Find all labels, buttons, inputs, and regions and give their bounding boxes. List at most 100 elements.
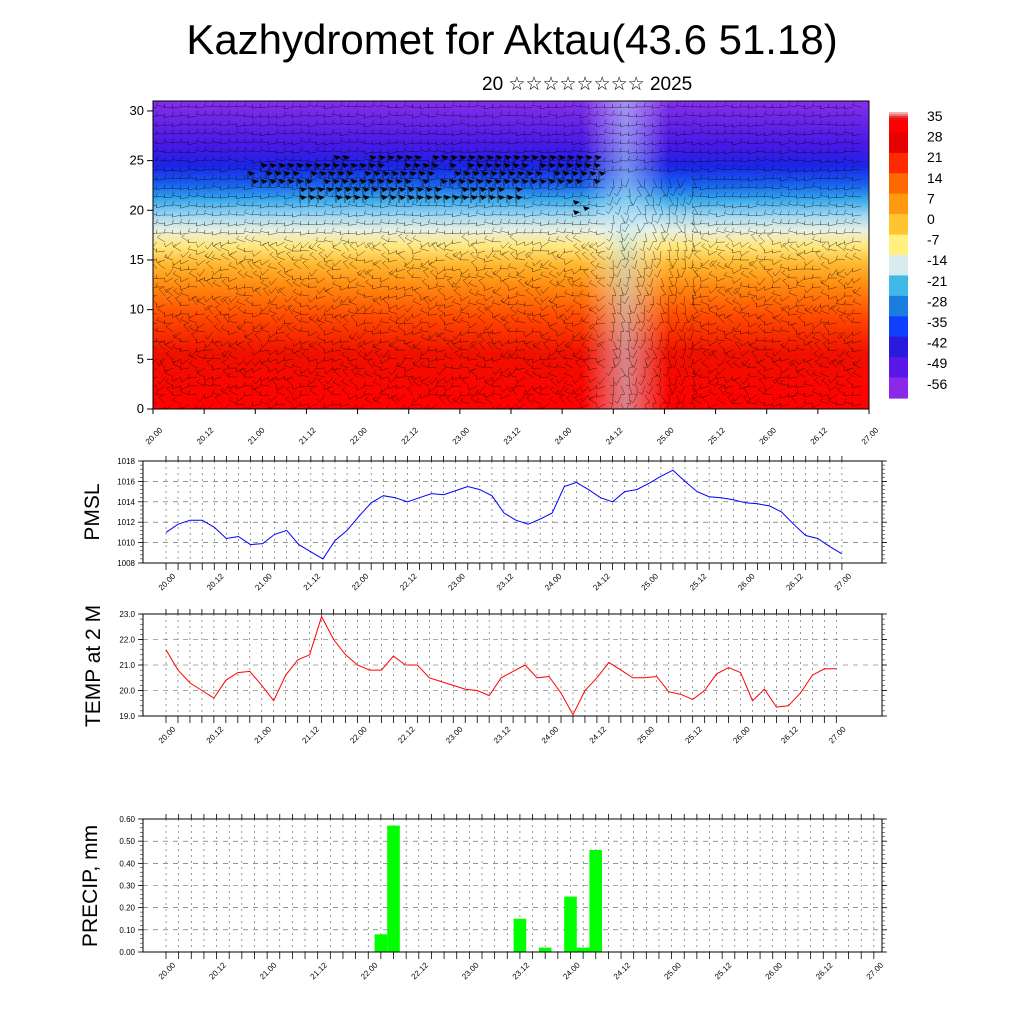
precip-bar: [513, 918, 527, 953]
wind-barb: [572, 277, 582, 283]
wind-barb: [587, 119, 598, 126]
wind-barb: [171, 263, 182, 270]
ytick-label: 21.0: [119, 661, 135, 670]
ytick-label: 1016: [117, 477, 135, 486]
colorbar-swatch: [889, 173, 908, 195]
wind-barb: [292, 362, 302, 369]
wind-barb: [531, 246, 542, 252]
wind-barb: [379, 282, 390, 288]
wind-barb: [515, 103, 526, 108]
wind-barb: [339, 155, 350, 162]
wind-barb: [195, 191, 206, 198]
colorbar-label: -35: [927, 314, 947, 330]
wind-barb: [549, 279, 558, 288]
wind-barb: [323, 311, 334, 316]
wind-flag: [397, 155, 404, 160]
wind-barb: [699, 122, 710, 128]
wind-barb: [691, 119, 702, 126]
wind-barb: [395, 147, 406, 153]
wind-barb: [787, 284, 798, 290]
wind-barb: [787, 146, 798, 153]
wind-barb: [243, 373, 254, 378]
wind-barb: [547, 175, 558, 180]
wind-barb: [700, 322, 710, 327]
wind-barb: [587, 211, 598, 216]
wind-flag: [455, 171, 462, 176]
wind-flag: [559, 155, 566, 160]
wind-barb: [235, 137, 246, 144]
precip-bars: [374, 825, 602, 953]
wind-barb: [379, 159, 390, 164]
wind-barb: [171, 104, 182, 109]
wind-barb: [851, 121, 861, 126]
wind-barb: [339, 209, 350, 216]
wind-barb: [396, 250, 406, 255]
wind-barb: [215, 305, 222, 315]
wind-barb: [747, 363, 758, 369]
wind-barb: [851, 158, 862, 163]
wind-barb: [283, 122, 294, 127]
wind-barb: [651, 122, 662, 128]
wind-barb: [851, 218, 862, 225]
xtick-label: 20.12: [205, 571, 226, 592]
wind-flag: [248, 171, 255, 176]
wind-barb: [500, 298, 510, 306]
wind-barb: [555, 227, 566, 234]
wind-barb: [540, 403, 550, 409]
heatmap-xtick-label: 21.00: [246, 425, 267, 446]
wind-barb: [292, 349, 302, 354]
wind-barb: [188, 270, 198, 279]
wind-barb: [771, 110, 782, 117]
wind-barb: [515, 317, 526, 324]
wind-barb: [195, 156, 206, 162]
wind-barb: [222, 296, 230, 306]
wind-barb: [595, 248, 606, 254]
wind-barb: [268, 331, 278, 339]
wind-barb: [691, 111, 702, 117]
wind-barb: [715, 175, 726, 180]
wind-barb: [548, 324, 558, 333]
wind-barb: [443, 391, 454, 397]
wind-barb: [843, 147, 854, 153]
wind-barb: [331, 140, 342, 145]
wind-barb: [804, 259, 814, 266]
wind-barb: [571, 129, 582, 135]
wind-barb: [772, 313, 782, 320]
wind-barb: [220, 244, 230, 252]
wind-barb: [804, 358, 814, 364]
wind-barb: [404, 367, 414, 372]
p1-data-point: [539, 518, 541, 520]
wind-barb: [411, 401, 422, 406]
wind-barb: [748, 330, 758, 335]
wind-barb: [427, 122, 438, 128]
wind-barb: [291, 185, 302, 190]
wind-barb: [475, 239, 486, 244]
wind-barb: [699, 128, 710, 135]
wind-barb: [396, 313, 406, 320]
wind-barb: [708, 321, 718, 326]
wind-barb: [574, 395, 582, 405]
wind-barb: [852, 245, 862, 252]
wind-barb: [838, 359, 846, 369]
p1-data-point: [407, 501, 409, 503]
wind-barb: [565, 342, 574, 351]
wind-barb: [627, 155, 638, 162]
wind-barb: [261, 360, 270, 369]
wind-barb: [379, 191, 390, 198]
wind-barb: [427, 211, 438, 216]
wind-barb: [155, 192, 166, 198]
p2-data-point: [333, 639, 335, 641]
wind-barb: [292, 241, 302, 249]
wind-barb: [214, 314, 222, 324]
wind-barb: [500, 394, 510, 400]
wind-barb: [196, 379, 206, 387]
wind-barb: [435, 356, 446, 361]
wind-barb: [364, 396, 374, 405]
wind-barb: [419, 354, 430, 360]
wind-flag: [489, 195, 496, 200]
wind-barb: [211, 165, 222, 171]
wind-barb: [371, 274, 382, 279]
wind-flag: [473, 171, 480, 176]
wind-barb: [747, 129, 758, 135]
